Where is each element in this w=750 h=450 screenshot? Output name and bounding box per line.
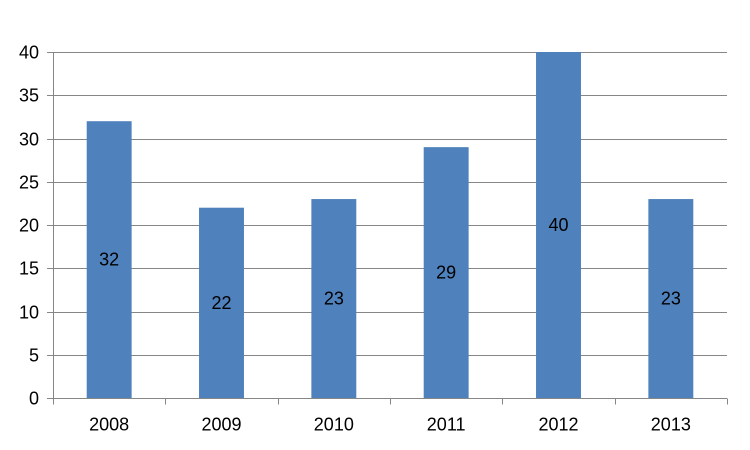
y-tick-label: 35 <box>19 86 39 106</box>
bar-2011 <box>423 147 469 398</box>
y-tick-label: 10 <box>19 303 39 323</box>
axes <box>47 52 728 405</box>
x-tick-label: 2013 <box>651 415 691 435</box>
gridlines <box>53 52 727 356</box>
x-tick-label: 2012 <box>538 415 578 435</box>
y-tick-label: 0 <box>29 389 39 409</box>
data-label: 22 <box>211 293 231 313</box>
x-tick-label: 2010 <box>314 415 354 435</box>
x-tick-label: 2011 <box>427 415 466 435</box>
data-label: 23 <box>661 289 681 309</box>
y-tick-label: 25 <box>19 173 39 193</box>
y-tick-label: 40 <box>19 43 39 63</box>
bar-2009 <box>199 207 244 398</box>
y-tick-label: 20 <box>19 216 39 236</box>
labels: 0 5 10 15 20 25 30 35 40 32 22 23 29 40 23 2008 2009 2010… <box>19 43 691 435</box>
y-tick-label: 5 <box>29 346 39 366</box>
bars <box>86 52 694 398</box>
x-tick-label: 2008 <box>89 415 129 435</box>
data-label: 32 <box>99 250 119 270</box>
y-tick-label: 15 <box>19 259 39 279</box>
bar-2010 <box>311 199 357 398</box>
x-tick-label: 2009 <box>201 415 241 435</box>
y-tick-label: 30 <box>19 130 39 150</box>
data-label: 29 <box>436 263 456 283</box>
data-label: 40 <box>548 215 568 235</box>
data-label: 23 <box>324 289 344 309</box>
bar-2008 <box>86 121 132 398</box>
bar-2012 <box>536 52 581 398</box>
bar-2013 <box>648 199 694 398</box>
